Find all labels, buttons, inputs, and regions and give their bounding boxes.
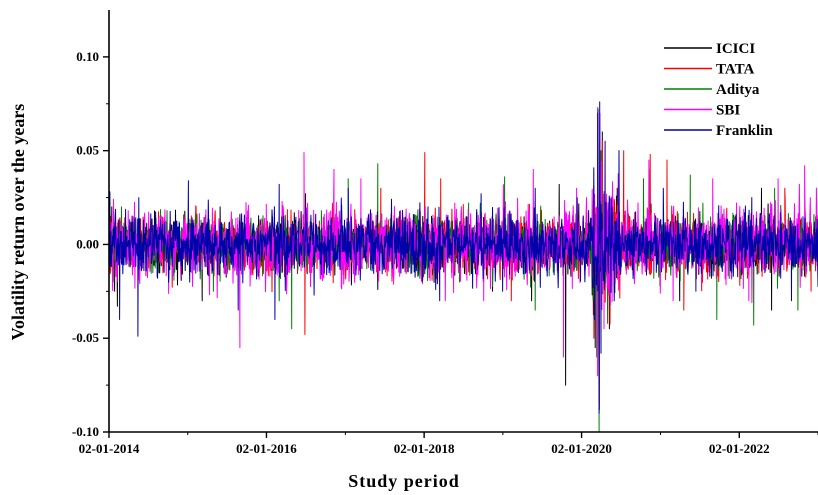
- series-layer: [108, 101, 818, 433]
- legend-label-aditya: Aditya: [716, 82, 760, 98]
- legend-label-tata: TATA: [716, 62, 755, 78]
- legend-label-icici: ICICI: [716, 41, 755, 57]
- y-axis-title: Volatility return over the years: [8, 104, 28, 341]
- legend-label-sbi: SBI: [716, 103, 740, 119]
- y-tick-label: -0.10: [72, 424, 99, 439]
- series-line-aditya: [108, 150, 818, 433]
- y-ticks: -0.10 -0.05 0.00 0.05 0.10: [72, 49, 109, 439]
- legend: ICICI TATA Aditya SBI Franklin: [664, 41, 773, 139]
- x-axis-title: Study period: [348, 471, 460, 491]
- x-tick-label: 02-01-2014: [79, 441, 140, 456]
- y-tick-label: -0.05: [72, 330, 100, 345]
- series-line-franklin: [108, 101, 818, 414]
- x-tick-label: 02-01-2022: [709, 441, 770, 456]
- y-tick-label: 0.10: [76, 49, 99, 64]
- series-line-icici: [108, 112, 818, 410]
- x-tick-label: 02-01-2020: [551, 441, 612, 456]
- y-tick-label: 0.00: [76, 236, 99, 251]
- y-tick-label: 0.05: [76, 143, 99, 158]
- x-tick-label: 02-01-2016: [236, 441, 297, 456]
- legend-label-franklin: Franklin: [716, 123, 773, 139]
- x-tick-label: 02-01-2018: [394, 441, 455, 456]
- x-ticks: 02-01-2014 02-01-2016 02-01-2018 02-01-2020…: [79, 432, 818, 456]
- axes: [108, 10, 818, 433]
